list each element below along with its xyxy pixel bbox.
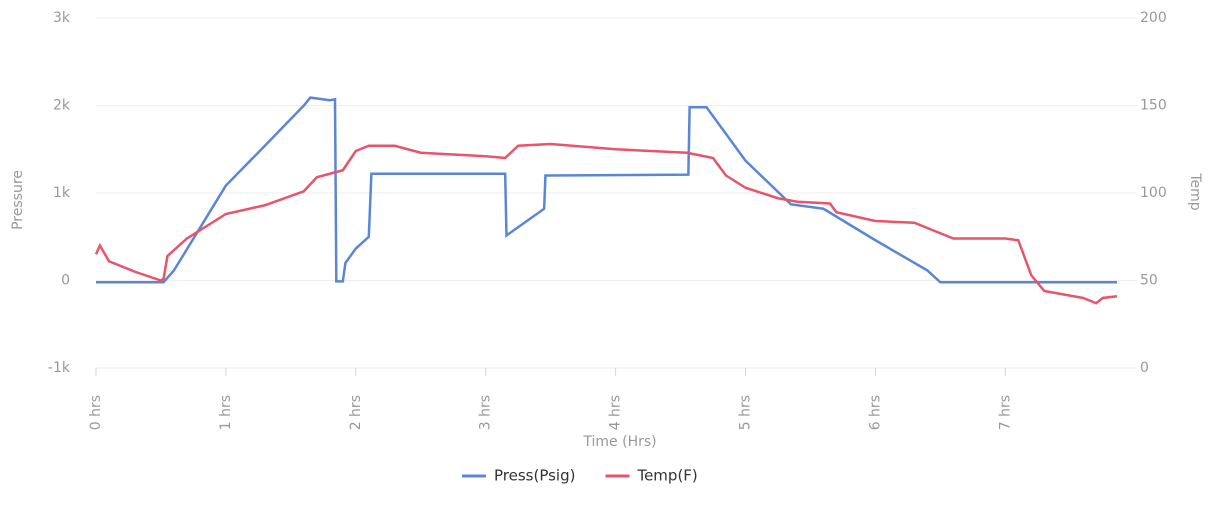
y-tick-label: -1k (48, 360, 71, 376)
y2-tick-label: 100 (1140, 185, 1167, 201)
y-tick-label: 0 (61, 273, 70, 289)
y2-tick-label: 200 (1140, 10, 1167, 26)
y2-axis-title: Temp (1187, 172, 1203, 210)
x-tick-label: 0 hrs (88, 395, 104, 430)
y-tick-label: 1k (53, 185, 71, 201)
x-tick-label: 7 hrs (997, 395, 1013, 430)
x-tick-label: 1 hrs (218, 395, 234, 430)
x-tick-label: 6 hrs (867, 395, 883, 430)
x-tick-label: 4 hrs (608, 395, 624, 430)
legend-text[interactable]: Temp(F) (636, 467, 697, 485)
series-line (96, 96, 1117, 284)
y2-tick-label: 50 (1140, 273, 1158, 289)
y2-tick-label: 150 (1140, 98, 1167, 114)
x-tick-label: 3 hrs (478, 395, 494, 430)
x-tick-label: 5 hrs (737, 395, 753, 430)
x-tick-label: 2 hrs (348, 395, 364, 430)
y-axis-title: Pressure (10, 170, 26, 230)
y-tick-label: 3k (53, 10, 71, 26)
x-axis-title: Time (Hrs) (582, 434, 656, 450)
series-line (94, 142, 1118, 305)
y-tick-label: 2k (53, 98, 71, 114)
legend-text[interactable]: Press(Psig) (494, 467, 575, 485)
y2-tick-label: 0 (1140, 360, 1149, 376)
